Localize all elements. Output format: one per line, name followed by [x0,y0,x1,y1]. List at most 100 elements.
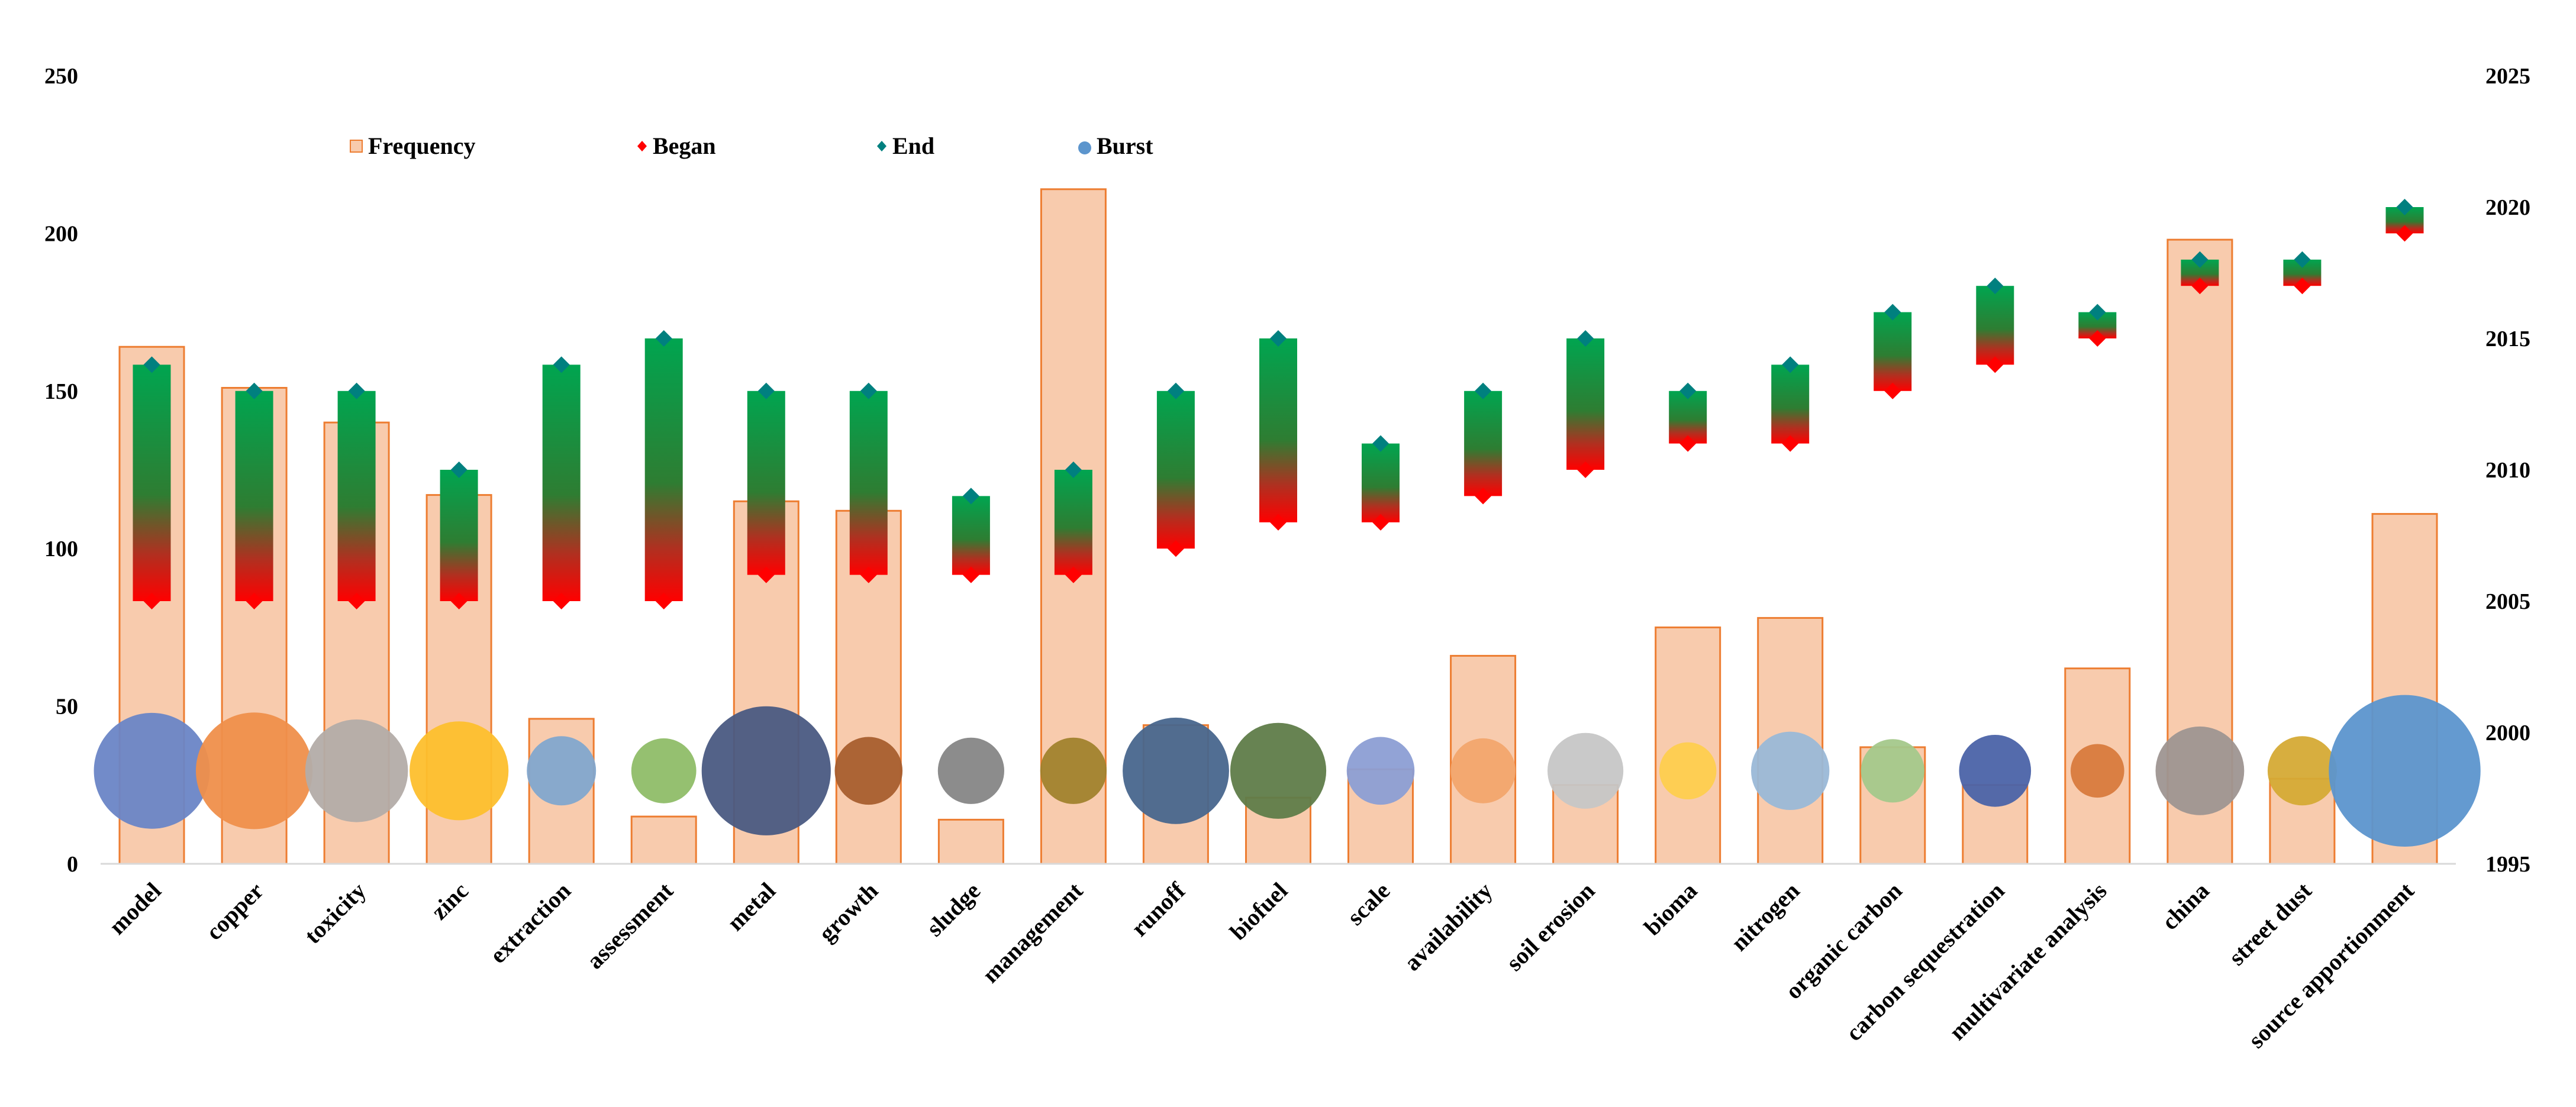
end-marker-8 [962,488,979,505]
y-tick-label: 200 [44,221,78,246]
end-marker-7 [860,382,877,399]
burst-bubble-10 [1123,717,1229,824]
began-marker-16 [1782,435,1799,452]
began-marker-1 [246,593,263,609]
burst-bubble-6 [701,706,831,835]
burst-range-10 [1156,390,1195,549]
burst-bubble-9 [1040,737,1107,804]
began-marker-5 [655,593,672,609]
began-marker-6 [757,566,775,583]
end-marker-9 [1065,461,1082,478]
burst-range-13 [1464,390,1503,496]
began-marker-10 [1167,540,1184,557]
category-label: scale [1342,877,1395,931]
burst-bubble-22 [2329,695,2481,847]
began-marker-19 [2089,330,2106,347]
began-marker-22 [2396,225,2413,242]
burst-bubble-14 [1547,732,1624,809]
burst-bubble-4 [527,736,597,806]
began-marker-12 [1372,514,1389,531]
y2-tick-label: 2025 [2485,64,2530,89]
began-marker-17 [1884,382,1901,399]
y2-tick-label: 2000 [2485,721,2530,745]
burst-range-0 [133,364,171,601]
y2-tick-label: 2005 [2485,589,2530,614]
burst-bubble-13 [1450,738,1516,803]
category-label: extraction [485,877,576,969]
legend-burst-label: Burst [1097,133,1153,159]
burst-range-16 [1771,364,1810,444]
end-marker-21 [2294,251,2311,268]
burst-range-6 [747,390,785,575]
category-label: zinc [426,877,474,925]
began-marker-20 [2191,277,2209,295]
began-marker-4 [553,593,570,609]
burst-bubble-15 [1659,742,1717,800]
began-marker-21 [2294,277,2311,295]
category-label: growth [813,877,883,947]
end-marker-0 [143,356,160,373]
category-label: sludge [921,877,985,942]
began-marker-7 [860,566,877,583]
category-label: copper [201,877,269,945]
category-label: model [104,877,166,940]
burst-range-9 [1054,470,1092,575]
began-marker-0 [143,593,160,609]
end-marker-4 [553,356,570,373]
category-label: metal [722,877,781,936]
end-marker-14 [1577,330,1594,347]
category-label: availability [1398,877,1497,976]
burst-bubble-3 [410,721,509,821]
began-marker-13 [1475,488,1492,505]
began-marker-9 [1065,566,1082,583]
end-marker-16 [1782,356,1799,373]
y-tick-label: 0 [67,852,78,877]
burst-bubble-17 [1861,739,1924,803]
end-marker-18 [1987,277,2004,295]
category-label: china [2156,877,2214,935]
burst-bubble-21 [2267,736,2337,806]
range-markers [143,199,2413,609]
end-marker-2 [348,382,365,399]
end-marker-5 [655,330,672,347]
burst-range-18 [1976,286,2014,365]
end-marker-17 [1884,304,1901,321]
end-marker-3 [450,461,468,478]
legend-end-label: End [892,133,934,159]
burst-range-17 [1874,312,1912,391]
burst-bubble-12 [1346,737,1415,805]
burst-ranges [133,207,2424,601]
end-marker-20 [2191,251,2209,268]
y2-tick-label: 2020 [2485,195,2530,220]
began-marker-8 [962,566,979,583]
axes: 0 50 100 150 200 250 1995 2000 2005 2010 2015 2020 2… [44,64,2530,1053]
burst-range-1 [235,390,273,601]
frequency-bar-5 [630,815,697,865]
y-tick-label: 250 [44,64,78,89]
y-tick-label: 100 [44,537,78,561]
began-marker-3 [450,593,468,609]
burst-bubble-5 [631,738,697,803]
burst-range-12 [1362,443,1400,522]
end-marker-15 [1679,382,1697,399]
y2-tick-label: 2010 [2485,458,2530,483]
category-label: runoff [1126,877,1191,941]
burst-bubble-18 [1959,735,2032,807]
end-marker-19 [2089,304,2106,321]
category-label: biofuel [1224,877,1292,945]
burst-bubble-20 [2155,726,2245,815]
began-marker-15 [1679,435,1697,452]
y-tick-label: 150 [44,379,78,404]
began-marker-18 [1987,356,2004,373]
burst-range-7 [849,390,888,575]
burst-bubble-11 [1230,722,1327,819]
end-marker-13 [1475,382,1492,399]
began-marker-2 [348,593,365,609]
y-tick-label: 50 [56,695,78,719]
end-marker-1 [246,382,263,399]
legend-frequency-swatch [350,140,363,153]
category-label: bioma [1639,877,1702,941]
burst-bubble-0 [94,712,210,829]
